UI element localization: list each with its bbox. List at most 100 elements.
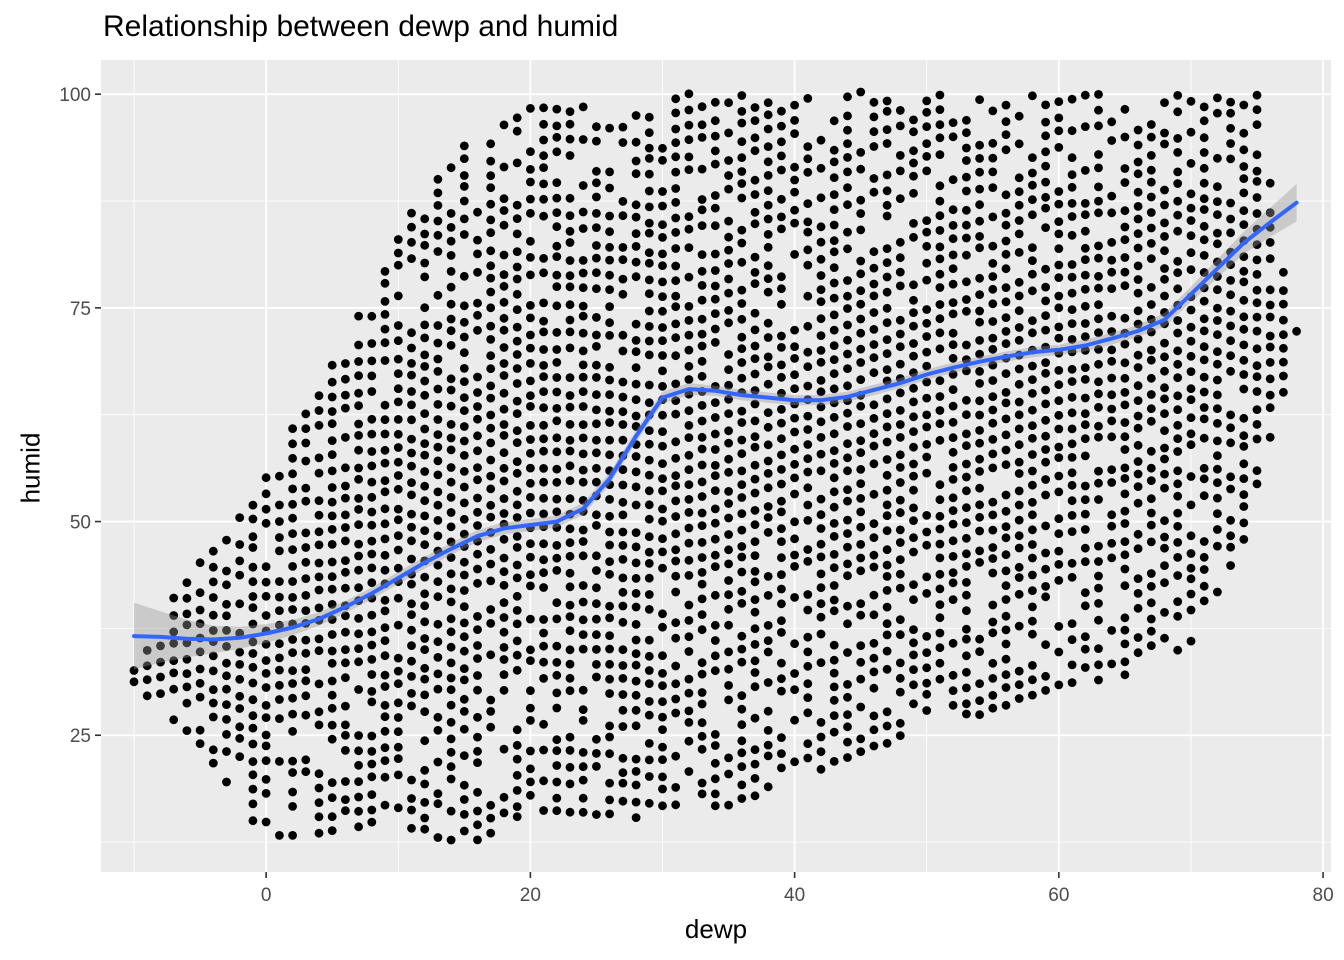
data-point [895,406,905,415]
data-point [750,520,760,529]
data-point [526,492,535,502]
data-point [1133,187,1143,197]
data-point [816,163,826,173]
data-point [327,778,337,787]
data-point [1107,255,1117,265]
data-point [526,402,535,411]
data-point [922,107,932,117]
data-point [763,621,773,630]
data-point [499,194,509,204]
data-point [724,232,733,242]
data-point [446,341,456,350]
data-point [869,653,879,663]
data-point [341,556,350,565]
data-point [565,600,575,610]
data-point [1239,502,1249,511]
data-point [777,388,786,398]
data-point [1028,586,1037,595]
data-point [446,806,456,816]
data-point [301,496,311,506]
data-point [631,690,641,700]
data-point [856,734,866,744]
data-point [1054,680,1064,690]
data-point [737,118,747,128]
data-point [341,720,350,730]
data-point [1014,589,1024,599]
data-point [1160,264,1169,273]
data-point [1054,471,1064,481]
data-point [367,687,377,696]
data-point [658,249,667,259]
data-point [473,758,482,767]
data-point [526,194,535,204]
data-point [777,599,786,609]
data-point [1199,372,1209,382]
data-point [1213,93,1222,103]
data-point [1199,433,1209,443]
data-point [1226,228,1235,238]
data-point [592,178,601,188]
data-point [1094,660,1103,670]
smooth-line [132,200,1299,642]
data-point [208,626,218,635]
data-point [605,418,614,427]
data-point [526,343,535,353]
data-point [1120,206,1130,216]
data-point [1160,483,1169,493]
data-point [1160,394,1169,404]
data-point [420,467,430,476]
data-point [420,674,430,684]
data-point [658,201,667,211]
data-point [644,336,654,346]
data-point [856,702,866,712]
data-point [816,449,826,459]
data-point [909,625,918,634]
data-point [261,518,271,528]
data-point [1186,265,1196,275]
data-point [724,426,733,436]
data-point [618,587,628,597]
data-point [169,715,179,725]
data-point [935,600,945,609]
data-point [697,477,707,487]
data-point [684,361,694,371]
data-point [1160,274,1169,284]
data-point [433,400,443,409]
data-point [697,432,707,442]
data-point [393,471,403,480]
data-point [407,343,416,353]
data-point [512,486,522,496]
data-point [922,216,932,226]
data-point [341,493,350,503]
data-point [710,636,720,645]
data-point [935,524,945,534]
data-point [433,456,443,466]
data-point [446,236,456,246]
data-point [1226,410,1235,420]
data-point [644,112,654,122]
data-point [565,226,575,236]
data-point [684,375,694,384]
data-point [1001,339,1011,349]
data-point [433,216,443,226]
data-point [644,426,654,435]
data-point [697,658,707,668]
data-point [895,538,905,547]
data-point [195,725,205,735]
data-point [1252,193,1262,202]
data-point [710,429,720,439]
data-point [592,749,601,758]
data-point [909,638,918,648]
data-point [1107,267,1117,277]
data-point [288,484,297,494]
data-point [1226,260,1235,270]
data-point [578,685,588,695]
data-point [697,281,707,290]
data-point [644,380,654,390]
data-point [750,537,760,546]
data-point [684,120,694,130]
data-point [710,309,720,318]
data-point [909,171,918,181]
data-point [829,145,839,155]
data-point [446,401,456,411]
